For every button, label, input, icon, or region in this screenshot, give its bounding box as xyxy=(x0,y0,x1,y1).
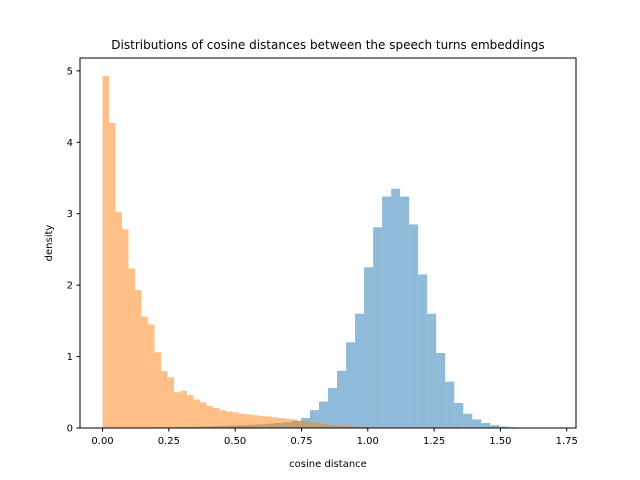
histogram-bar xyxy=(167,377,175,428)
histogram-bar xyxy=(174,392,181,428)
histogram-bar xyxy=(284,418,291,428)
histogram-bar xyxy=(373,227,383,428)
histogram-bar xyxy=(436,353,446,428)
y-tick-label: 1 xyxy=(67,352,73,363)
y-tick-label: 2 xyxy=(67,281,73,292)
histogram-bar xyxy=(226,411,233,428)
histogram-bar xyxy=(135,290,142,428)
histogram-bar xyxy=(323,424,330,428)
histogram-bar xyxy=(490,425,500,428)
x-tick-label: 0.25 xyxy=(158,436,180,447)
histogram-bar xyxy=(252,415,259,428)
histogram-bar xyxy=(154,352,162,428)
x-tick-label: 0.50 xyxy=(224,436,246,447)
histogram-bar xyxy=(141,316,149,428)
histogram-bar xyxy=(180,390,188,428)
axes-frame xyxy=(79,57,577,429)
series-1 xyxy=(102,75,428,428)
histogram-bar xyxy=(109,123,116,428)
histogram-bar xyxy=(445,381,455,428)
histogram-bar xyxy=(328,388,338,428)
histogram-bar xyxy=(128,268,136,428)
histogram-bar xyxy=(115,212,123,428)
x-tick-label: 0.00 xyxy=(91,436,113,447)
histogram-bar xyxy=(409,224,419,428)
histogram-bar xyxy=(472,419,482,428)
histogram-bar xyxy=(310,423,317,428)
bars-layer xyxy=(102,75,554,428)
histogram-bar xyxy=(318,401,328,428)
histogram-bar xyxy=(245,414,253,428)
y-tick-label: 0 xyxy=(67,424,73,435)
histogram-bar xyxy=(316,423,324,428)
histogram-bar xyxy=(200,402,207,428)
histogram-bar xyxy=(309,410,319,428)
histogram-bar xyxy=(297,420,304,428)
histogram-bar xyxy=(193,399,201,428)
y-tick-label: 5 xyxy=(67,66,73,77)
plot-area xyxy=(80,58,576,428)
histogram-bar xyxy=(102,75,110,428)
histogram-bar xyxy=(499,426,509,428)
histogram-bar xyxy=(290,419,298,428)
histogram-bar xyxy=(342,426,350,428)
histogram-bar xyxy=(213,408,220,428)
histogram-bar xyxy=(355,313,365,428)
x-tick-label: 1.75 xyxy=(556,436,578,447)
histogram-bar xyxy=(303,421,311,428)
histogram-bar xyxy=(239,413,246,428)
histogram-bar xyxy=(122,229,129,428)
histogram-bar xyxy=(336,425,343,428)
histogram-bar xyxy=(355,426,363,428)
y-tick-label: 4 xyxy=(67,138,73,149)
histogram-bar xyxy=(265,416,272,428)
histogram-bar xyxy=(278,418,285,428)
histogram-bar xyxy=(454,403,464,428)
histogram-bar xyxy=(337,370,347,428)
histogram-bar xyxy=(418,274,428,428)
histogram-bar xyxy=(258,415,266,428)
x-axis-ticks: 0.00 0.25 0.50 0.75 1.00 1.25 1.50 1.75 xyxy=(91,428,578,447)
x-tick-label: 1.25 xyxy=(423,436,445,447)
histogram-bar xyxy=(400,196,410,428)
histogram-bar xyxy=(148,324,155,428)
histogram-bar xyxy=(391,188,401,428)
x-tick-label: 1.00 xyxy=(357,436,379,447)
x-tick-label: 1.50 xyxy=(489,436,511,447)
histogram-bar xyxy=(364,267,374,428)
x-axis-label: cosine distance xyxy=(289,459,367,470)
histogram-bar xyxy=(481,423,491,428)
histogram-bar xyxy=(427,313,437,428)
histogram-bar xyxy=(219,410,227,428)
histogram-bar xyxy=(161,370,168,428)
histogram-bar xyxy=(382,196,392,428)
histogram-bar xyxy=(349,426,356,428)
histogram-bar xyxy=(329,425,337,428)
x-tick-label: 0.75 xyxy=(290,436,312,447)
histogram-bar xyxy=(463,413,473,428)
histogram-bar xyxy=(271,417,279,428)
chart-title: Distributions of cosine distances betwee… xyxy=(111,38,544,52)
y-axis-ticks: 0 1 2 3 4 5 xyxy=(67,66,80,435)
histogram-bar xyxy=(206,405,214,428)
histogram-bar xyxy=(187,395,194,428)
y-tick-label: 3 xyxy=(67,209,73,220)
histogram-bar xyxy=(232,412,240,428)
y-axis-label: density xyxy=(44,225,55,262)
histogram-bar xyxy=(346,342,356,428)
